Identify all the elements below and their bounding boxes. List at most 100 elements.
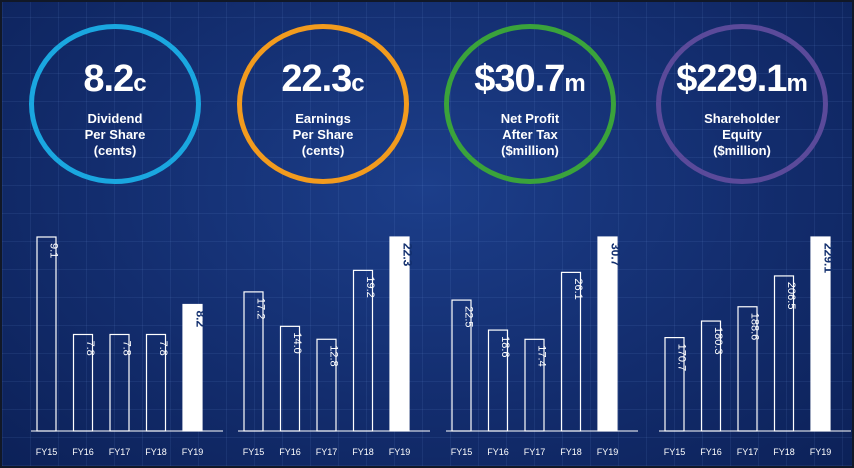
category-tick-label: FY17 bbox=[109, 447, 131, 457]
kpi-label: Shareholder Equity ($million) bbox=[661, 111, 823, 159]
kpi-unit: c bbox=[351, 70, 365, 97]
kpi-value: $229.1m bbox=[661, 59, 823, 104]
category-tick-label: FY15 bbox=[451, 447, 473, 457]
kpi-label-line: ($million) bbox=[501, 143, 559, 158]
bar-value-label: 206.5 bbox=[785, 282, 797, 310]
category-tick-label: FY17 bbox=[316, 447, 338, 457]
kpi-label-line: (cents) bbox=[301, 143, 345, 158]
bar-value-label: 8.2 bbox=[194, 310, 208, 327]
kpi-value: 8.2c bbox=[34, 59, 196, 104]
kpi-label-line: Per Share bbox=[292, 127, 354, 142]
bar-fy17 bbox=[737, 306, 758, 432]
category-tick-label: FY15 bbox=[243, 447, 265, 457]
kpi-label-line: Earnings bbox=[295, 111, 351, 126]
kpi-value: 22.3c bbox=[242, 59, 404, 104]
kpi-number: 22.3 bbox=[281, 58, 352, 100]
bar-value-label: 19.2 bbox=[364, 276, 376, 297]
kpi-number: $30.7 bbox=[474, 58, 565, 100]
bar-fy16 bbox=[700, 320, 722, 432]
kpi-label-line: Net Profit bbox=[500, 111, 560, 126]
bar-value-label: 12.8 bbox=[328, 345, 340, 366]
kpi-label-line: Per Share bbox=[84, 127, 146, 142]
bar-fy16 bbox=[487, 329, 509, 432]
bar-fy15 bbox=[451, 299, 472, 432]
category-tick-label: FY17 bbox=[737, 447, 759, 457]
bar-fy19 bbox=[182, 303, 203, 432]
bar-fy17 bbox=[109, 333, 130, 432]
category-tick-label: FY18 bbox=[145, 447, 167, 457]
shareholder-equity-bar-chart: 170.7 FY15 180.3 FY16 188.6 FY17 206.5 FY18 229.… bbox=[655, 207, 854, 467]
category-tick-label: FY16 bbox=[487, 447, 509, 457]
kpi-net-profit-circle: $30.7m Net Profit After Tax ($million) bbox=[444, 24, 616, 184]
kpi-label-line: After Tax bbox=[502, 127, 558, 142]
chart-svg: 17.2 FY15 14.0 FY16 12.8 FY17 19.2 FY18 22.3 FY19 bbox=[238, 236, 430, 457]
chart-svg: 9.1 FY15 7.8 FY16 7.8 FY17 7.8 FY18 8.2 FY19 bbox=[31, 236, 223, 457]
bar-value-label: 170.7 bbox=[676, 344, 688, 372]
kpi-label: Net Profit After Tax ($million) bbox=[449, 111, 611, 159]
category-tick-label: FY18 bbox=[352, 447, 374, 457]
bar-fy16 bbox=[72, 333, 94, 432]
category-tick-label: FY15 bbox=[664, 447, 686, 457]
bar-fy19 bbox=[810, 236, 831, 432]
category-tick-label: FY19 bbox=[597, 447, 619, 457]
dividend-bar-chart: 9.1 FY15 7.8 FY16 7.8 FY17 7.8 FY18 8.2 FY19 bbox=[27, 207, 227, 467]
kpi-label-line: Shareholder bbox=[704, 111, 780, 126]
net-profit-bar-chart: 22.5 FY15 18.6 FY16 17.4 FY17 26.1 FY18 30.7 FY19 bbox=[442, 207, 642, 467]
kpi-label-line: (cents) bbox=[93, 143, 137, 158]
kpi-number: $229.1 bbox=[676, 58, 787, 100]
kpi-label-line: ($million) bbox=[713, 143, 771, 158]
kpi-number: 8.2 bbox=[83, 58, 134, 100]
bar-value-label: 17.2 bbox=[255, 298, 267, 319]
bar-value-label: 14.0 bbox=[291, 332, 303, 353]
bar-value-label: 229.1 bbox=[822, 243, 836, 273]
bar-fy16 bbox=[279, 325, 301, 432]
bar-fy15 bbox=[664, 336, 685, 432]
bar-value-label: 22.3 bbox=[401, 243, 415, 267]
earnings-bar-chart: 17.2 FY15 14.0 FY16 12.8 FY17 19.2 FY18 22.3 FY19 bbox=[234, 207, 434, 467]
bar-fy18 bbox=[560, 271, 582, 432]
kpi-label-line: Equity bbox=[722, 127, 762, 142]
bar-value-label: 30.7 bbox=[609, 243, 623, 267]
category-tick-label: FY16 bbox=[700, 447, 722, 457]
category-tick-label: FY18 bbox=[560, 447, 582, 457]
chart-svg: 22.5 FY15 18.6 FY16 17.4 FY17 26.1 FY18 30.7 FY19 bbox=[446, 236, 638, 457]
bar-fy19 bbox=[389, 236, 410, 432]
kpi-shareholder-equity-circle: $229.1m Shareholder Equity ($million) bbox=[656, 24, 828, 184]
kpi-label: Earnings Per Share (cents) bbox=[242, 111, 404, 159]
category-tick-label: FY18 bbox=[773, 447, 795, 457]
category-tick-label: FY16 bbox=[72, 447, 94, 457]
category-tick-label: FY15 bbox=[36, 447, 58, 457]
bar-value-label: 22.5 bbox=[463, 306, 475, 327]
category-tick-label: FY17 bbox=[524, 447, 546, 457]
bar-fy18 bbox=[352, 269, 374, 432]
bar-fy19 bbox=[597, 236, 618, 432]
kpi-earnings-circle: 22.3c Earnings Per Share (cents) bbox=[237, 24, 409, 184]
bar-value-label: 17.4 bbox=[536, 345, 548, 366]
kpi-dividend-circle: 8.2c Dividend Per Share (cents) bbox=[29, 24, 201, 184]
chart-svg: 170.7 FY15 180.3 FY16 188.6 FY17 206.5 FY18 229.… bbox=[659, 236, 851, 457]
bar-value-label: 188.6 bbox=[749, 313, 761, 341]
category-tick-label: FY19 bbox=[182, 447, 204, 457]
category-tick-label: FY19 bbox=[389, 447, 411, 457]
bar-value-label: 26.1 bbox=[572, 278, 584, 299]
kpi-unit: m bbox=[786, 70, 808, 97]
bar-value-label: 7.8 bbox=[121, 340, 133, 355]
bar-value-label: 7.8 bbox=[157, 340, 169, 355]
kpi-unit: m bbox=[564, 70, 586, 97]
category-tick-label: FY16 bbox=[279, 447, 301, 457]
category-tick-label: FY19 bbox=[810, 447, 832, 457]
bar-value-label: 9.1 bbox=[48, 243, 60, 258]
bar-value-label: 18.6 bbox=[499, 336, 511, 357]
bar-fy18 bbox=[773, 275, 795, 432]
kpi-unit: c bbox=[133, 70, 147, 97]
kpi-value: $30.7m bbox=[449, 59, 611, 104]
bar-fy18 bbox=[145, 333, 167, 432]
bar-value-label: 180.3 bbox=[712, 327, 724, 355]
bar-value-label: 7.8 bbox=[84, 340, 96, 355]
kpi-label-line: Dividend bbox=[87, 111, 143, 126]
bar-fy17 bbox=[524, 338, 545, 432]
bar-fy15 bbox=[36, 236, 57, 432]
kpi-label: Dividend Per Share (cents) bbox=[34, 111, 196, 159]
bar-fy15 bbox=[243, 291, 264, 432]
